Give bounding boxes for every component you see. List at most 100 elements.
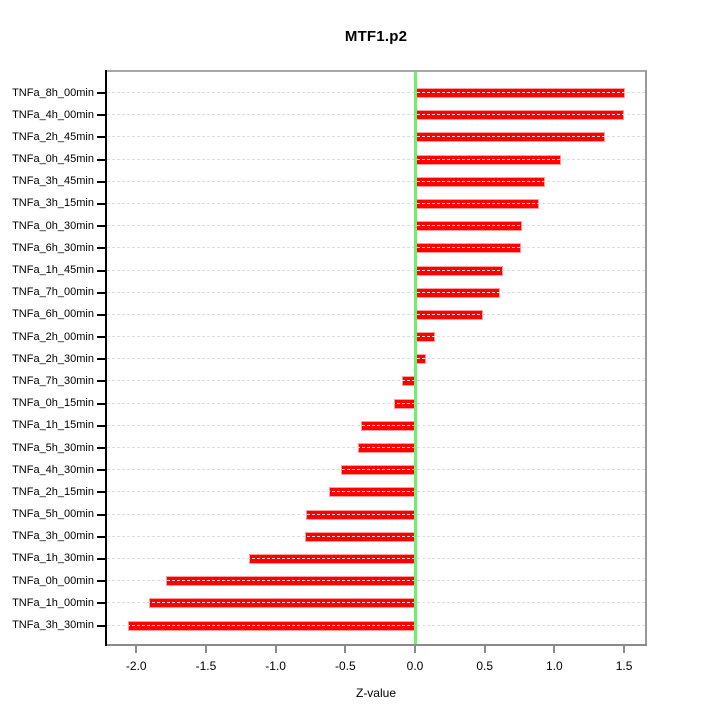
bar bbox=[415, 287, 501, 298]
y-axis-tick bbox=[97, 158, 105, 161]
grid-line bbox=[107, 580, 645, 582]
y-axis-line bbox=[105, 70, 107, 646]
y-axis-category-label: TNFa_2h_00min bbox=[12, 330, 94, 343]
bar bbox=[415, 309, 484, 320]
x-axis-tick-label: -2.0 bbox=[125, 659, 147, 673]
y-axis-tick bbox=[97, 624, 105, 627]
y-axis-tick bbox=[97, 358, 105, 361]
bar bbox=[415, 265, 503, 276]
grid-line bbox=[107, 447, 645, 448]
y-axis-category-label: TNFa_3h_45min bbox=[12, 175, 94, 188]
bar bbox=[341, 465, 415, 476]
grid-line bbox=[107, 513, 645, 515]
y-axis-tick bbox=[97, 402, 105, 405]
x-axis-tick-label: -1.0 bbox=[265, 659, 286, 673]
bar bbox=[415, 176, 545, 187]
y-axis-category-label: TNFa_0h_30min bbox=[12, 219, 94, 232]
x-axis-tick-label: -1.5 bbox=[195, 659, 217, 673]
grid-line bbox=[107, 402, 645, 404]
bar bbox=[415, 110, 625, 121]
bar bbox=[415, 88, 626, 98]
x-axis-tick-label: 0.0 bbox=[406, 659, 424, 673]
grid-line bbox=[107, 158, 645, 160]
x-axis-tick-label: 1.0 bbox=[546, 659, 563, 673]
grid-line bbox=[107, 180, 645, 182]
bar bbox=[249, 553, 416, 564]
y-axis-tick bbox=[97, 447, 105, 449]
y-axis-tick bbox=[97, 313, 105, 316]
grid-line bbox=[107, 358, 645, 360]
y-axis-category-label: TNFa_4h_00min bbox=[12, 108, 94, 121]
x-axis-tick bbox=[553, 646, 556, 653]
grid-line bbox=[107, 92, 645, 93]
y-axis-tick bbox=[97, 602, 105, 605]
y-axis-tick bbox=[97, 469, 105, 472]
y-axis-tick bbox=[97, 557, 105, 560]
y-axis-category-label: TNFa_0h_00min bbox=[12, 574, 94, 587]
zero-reference-line bbox=[413, 72, 417, 644]
bar bbox=[148, 598, 416, 609]
plot-border-top bbox=[105, 70, 647, 72]
x-axis-tick-label: -0.5 bbox=[334, 659, 356, 673]
y-axis-tick bbox=[97, 535, 105, 538]
bar bbox=[328, 487, 416, 498]
y-axis-tick bbox=[97, 491, 105, 494]
y-axis-category-label: TNFa_2h_30min bbox=[12, 352, 94, 365]
bar bbox=[415, 332, 435, 343]
grid-line bbox=[107, 535, 645, 537]
bar bbox=[415, 132, 605, 143]
y-axis-category-label: TNFa_1h_15min bbox=[12, 419, 94, 432]
grid-line bbox=[107, 491, 645, 493]
y-axis-tick bbox=[97, 114, 105, 117]
y-axis-tick bbox=[97, 92, 105, 94]
bar bbox=[415, 243, 521, 254]
bar bbox=[415, 154, 562, 165]
x-axis-tick bbox=[344, 646, 347, 653]
y-axis-tick bbox=[97, 513, 105, 516]
bar bbox=[127, 620, 416, 631]
grid-line bbox=[107, 291, 645, 293]
x-axis-tick-label: 0.5 bbox=[476, 659, 494, 673]
y-axis-tick bbox=[97, 380, 105, 383]
y-axis-tick bbox=[97, 580, 105, 583]
y-axis-category-label: TNFa_1h_45min bbox=[12, 264, 94, 276]
y-axis-tick bbox=[97, 247, 105, 250]
y-axis-category-label: TNFa_7h_30min bbox=[12, 374, 94, 387]
y-axis-category-label: TNFa_6h_00min bbox=[12, 308, 94, 321]
grid-line bbox=[107, 624, 645, 626]
bar bbox=[165, 576, 416, 587]
y-axis-category-label: TNFa_6h_30min bbox=[12, 241, 94, 254]
x-axis-tick bbox=[483, 646, 486, 653]
y-axis-category-label: TNFa_7h_00min bbox=[12, 286, 94, 299]
y-axis-category-label: TNFa_3h_30min bbox=[12, 619, 94, 631]
grid-line bbox=[107, 269, 645, 271]
y-axis-category-label: TNFa_0h_15min bbox=[12, 397, 94, 410]
bar bbox=[415, 221, 523, 232]
y-axis-category-label: TNFa_0h_45min bbox=[12, 153, 94, 166]
bar bbox=[304, 531, 415, 542]
y-axis-tick bbox=[97, 291, 105, 294]
grid-line bbox=[107, 424, 645, 426]
y-axis-category-label: TNFa_1h_30min bbox=[12, 552, 94, 565]
bar bbox=[357, 443, 416, 453]
y-axis-tick bbox=[97, 202, 105, 205]
grid-line bbox=[107, 469, 645, 471]
x-axis-title: Z-value bbox=[355, 686, 396, 700]
x-axis-tick bbox=[623, 646, 626, 653]
y-axis-category-label: TNFa_2h_45min bbox=[12, 130, 94, 143]
grid-line bbox=[107, 557, 645, 559]
plot-border-right bbox=[645, 70, 647, 646]
y-axis-tick bbox=[97, 424, 105, 427]
y-axis-tick bbox=[97, 180, 105, 183]
chart-title: MTF1.p2 bbox=[344, 28, 408, 45]
bar bbox=[306, 509, 415, 520]
grid-line bbox=[107, 202, 645, 204]
y-axis-category-label: TNFa_2h_15min bbox=[12, 485, 94, 498]
bar bbox=[360, 420, 415, 431]
grid-line bbox=[107, 313, 645, 315]
y-axis-tick bbox=[97, 225, 105, 228]
grid-line bbox=[107, 380, 645, 382]
x-axis-tick bbox=[274, 646, 277, 653]
y-axis-category-label: TNFa_4h_30min bbox=[12, 463, 94, 476]
